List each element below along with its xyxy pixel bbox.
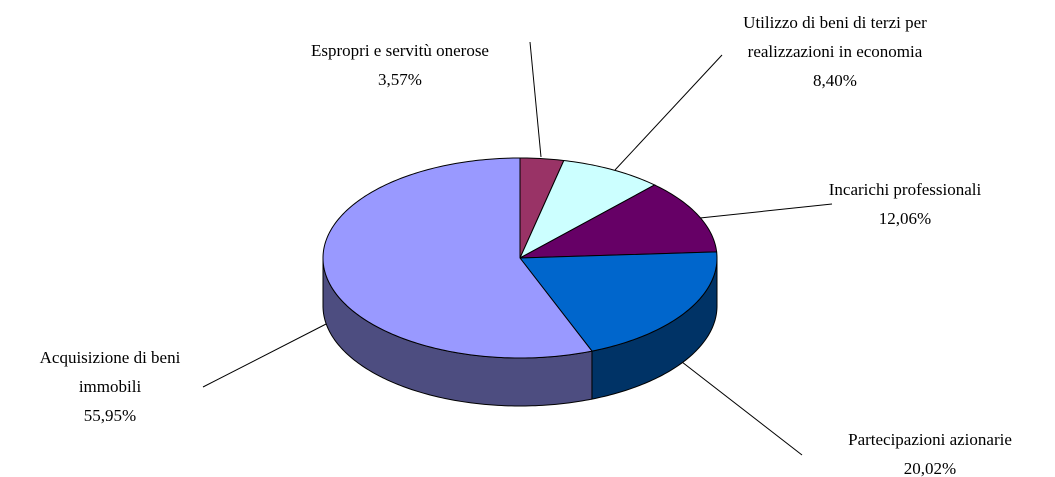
value-label: 8,40% [813,71,857,90]
category-label: Espropri e servitù onerose [311,41,489,60]
leader-lines [202,41,833,456]
category-label: Incarichi professionali [828,180,982,199]
leader-line [529,41,542,158]
slice-label: Utilizzo di beni di terzi per realizzazi… [700,8,970,95]
value-label: 12,06% [878,209,932,228]
slice [519,184,718,259]
slice-label: Espropri e servitù onerose 3,57% [270,36,530,94]
category-label: Partecipazioni azionarie [848,430,1012,449]
category-label: Acquisizione di beni immobili [39,348,181,396]
leader-line [681,361,803,456]
slice [322,157,593,359]
slice [519,251,718,352]
slice-label: Acquisizione di beni immobili 55,95% [20,343,200,430]
slice [518,159,656,260]
slice-label: Partecipazioni azionarie 20,02% [800,425,1055,477]
leader-line [699,203,833,219]
pie [322,157,718,407]
value-label: 20,02% [903,459,957,477]
slice-tops [322,157,718,359]
value-label: 55,95% [83,406,137,425]
category-label: Utilizzo di beni di terzi per realizzazi… [743,13,927,61]
value-label: 3,57% [378,70,422,89]
leader-line [202,321,331,388]
slice-label: Incarichi professionali 12,06% [795,175,1015,233]
leader-line [614,54,723,171]
